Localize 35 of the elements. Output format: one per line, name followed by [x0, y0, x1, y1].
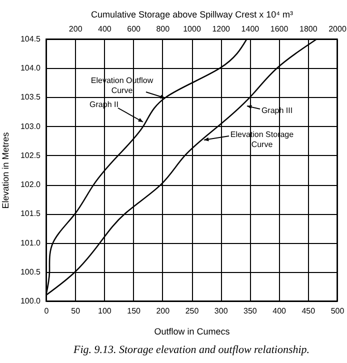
text: Fig. 9.13. Storage elevation and outflow relationship. [72, 344, 310, 356]
x-axis-title: Outflow in Cumecs [154, 326, 230, 336]
y-axis-title: Elevation in Metres [0, 132, 10, 209]
x2-tick-label: 1000 [183, 24, 202, 34]
x2-tick-label: 600 [127, 24, 142, 34]
y-tick-label: 102.0 [20, 180, 42, 190]
y-tick-label: 102.5 [20, 150, 42, 160]
x2-tick-label: 1600 [270, 24, 289, 34]
y-tick-label: 104.5 [20, 34, 42, 44]
x-tick-label: 500 [330, 306, 345, 316]
y-tick-label: 103.5 [20, 92, 42, 102]
x2-axis-title: Cumulative Storage above Spillway Crest x 10⁴ m³ [91, 10, 293, 20]
x-tick-label: 100 [98, 306, 112, 316]
x-tick-label: 50 [71, 306, 81, 316]
x-tick-label: 0 [44, 306, 50, 316]
x-tick-label: 400 [272, 306, 287, 316]
y-tick-label: 100.0 [20, 296, 42, 306]
x2-tick-label: 2000 [328, 24, 347, 34]
y-tick-label: 101.5 [20, 209, 42, 218]
x2-tick-label: 1800 [300, 24, 318, 34]
y-tick-label: 103.0 [20, 122, 42, 131]
y-tick-label: 100.5 [20, 267, 42, 276]
x2-tick-label: 1200 [212, 24, 231, 34]
x2-tick-label: 800 [156, 24, 170, 34]
x-tick-label: 350 [244, 306, 258, 316]
x-tick-label: 450 [302, 306, 316, 316]
x-tick-label: 200 [156, 306, 170, 316]
x-tick-label: 300 [214, 306, 228, 316]
x2-tick-label: 400 [98, 24, 112, 34]
x-tick-label: 150 [127, 306, 142, 316]
y-tick-label: 101.0 [20, 238, 42, 248]
y-tick-label: 104.0 [20, 64, 42, 73]
x2-tick-label: 200 [68, 24, 83, 34]
x2-tick-label: 1400 [241, 24, 260, 34]
x-tick-label: 250 [185, 306, 200, 316]
